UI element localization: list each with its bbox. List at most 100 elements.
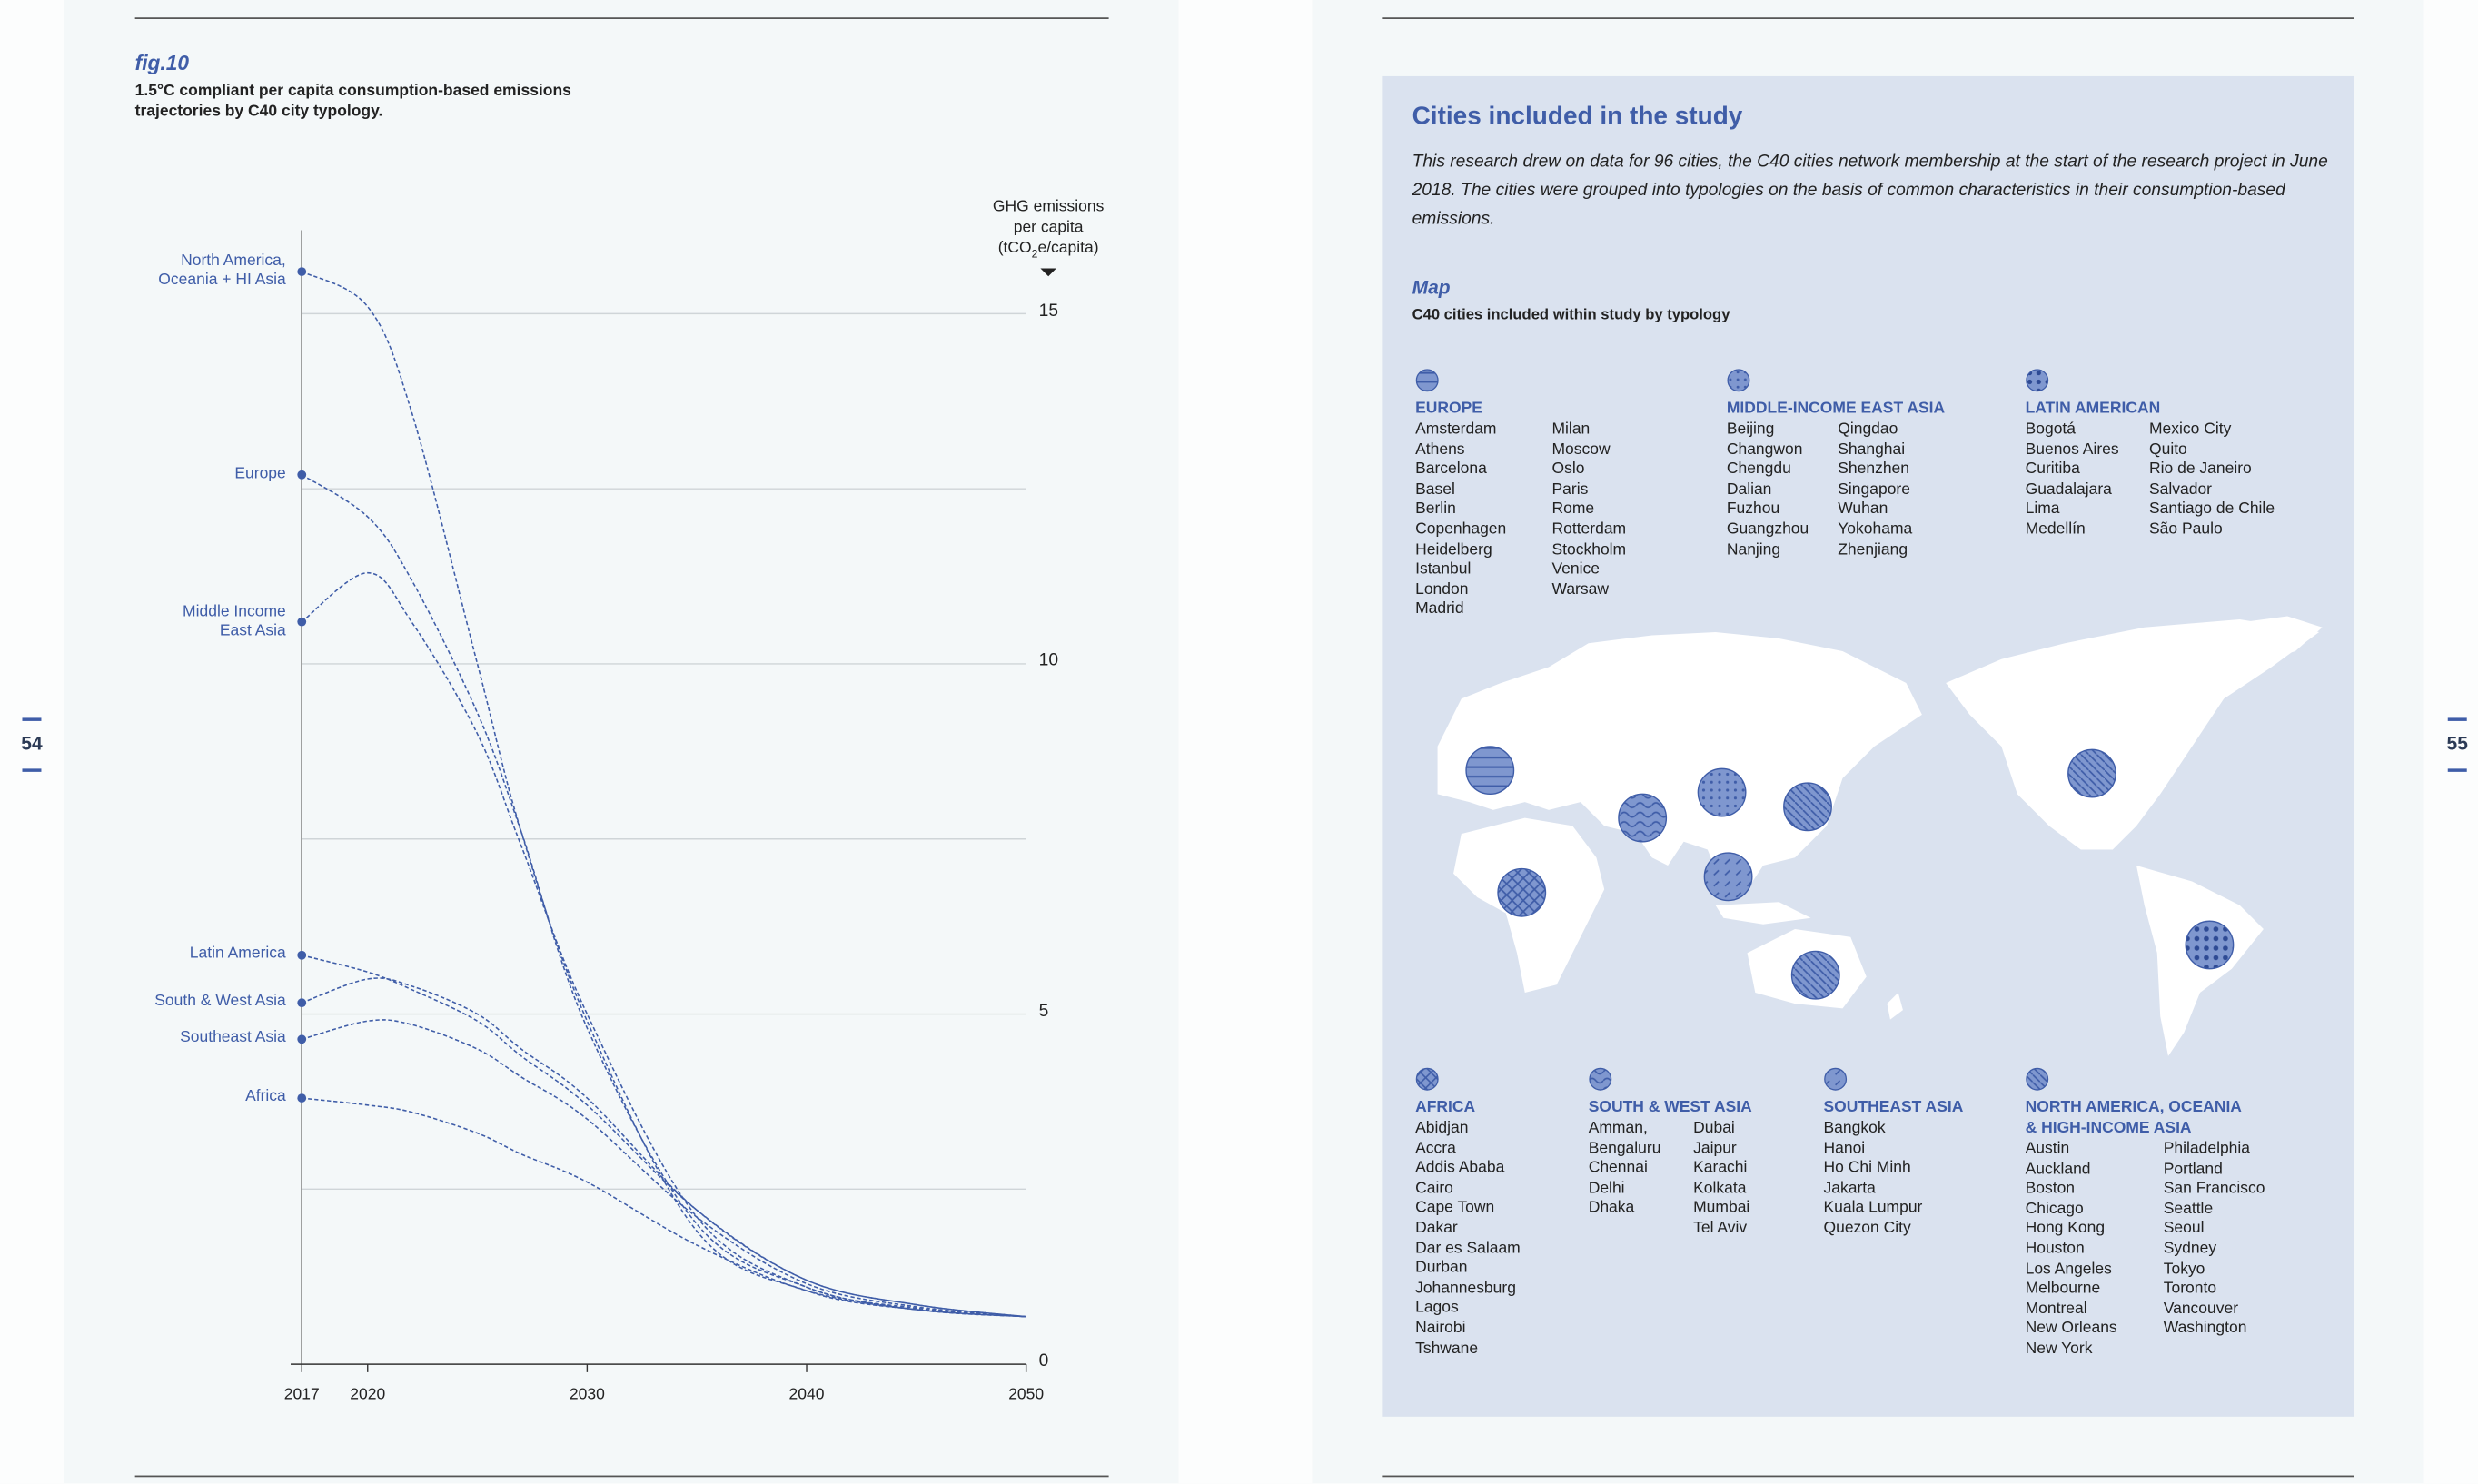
city-name: Berlin [1415,500,1456,519]
city-name: Lagos [1415,1300,1459,1318]
typology-group: NORTH AMERICA, OCEANIA & HIGH-INCOME ASI… [2026,1067,2265,1360]
series-start-point [297,470,307,480]
city-name: Bengaluru [1588,1139,1661,1158]
city-column: Abidjan Accra Addis Ababa Cairo Cape Town Dak… [1415,1120,1521,1360]
diagonal-lines-pattern-icon [2026,1067,2049,1091]
emissions-chart [291,230,1027,1372]
city-name: Kolkata [1693,1179,1747,1198]
typology-group: SOUTHEAST ASIA Bangkok Hanoi Ho Chi Minh Jak… [1824,1067,1963,1240]
city-name: Qingdao [1838,420,1898,439]
city-name: Moscow [1551,440,1611,459]
city-name: Austin [2025,1140,2070,1158]
city-name: Dubai [1693,1119,1735,1138]
series-line [301,271,1026,1318]
panel-description: This research drew on data for 96 cities… [1412,152,2328,229]
series-start-point [297,617,307,627]
city-name: Kuala Lumpur [1823,1199,1923,1218]
city-name: Ho Chi Minh [1823,1159,1911,1178]
city-name: Washington [2163,1320,2247,1339]
city-name: Zhenjiang [1838,540,1908,559]
city-name: Auckland [2025,1160,2091,1178]
city-name: Buenos Aires [2025,440,2119,459]
city-name: Melbourne [2025,1280,2101,1298]
city-name: Athens [1415,440,1465,459]
city-name: Guangzhou [1726,520,1809,539]
typology-heading: EUROPE [1415,400,1482,418]
city-name: Houston [2025,1240,2085,1258]
series-start-point [297,1093,307,1103]
city-name: Copenhagen [1415,520,1507,539]
typology-group: LATIN AMERICAN Bogotá Buenos Aires Curitiba… [2026,369,2275,541]
city-column: Amman, Bengaluru Chennai Delhi Dhaka [1589,1120,1693,1240]
city-name: Jakarta [1823,1179,1876,1198]
x-tick-label: 2017 [283,1386,320,1404]
city-column: Mexico City Quito Rio de Janeiro Salvador Sa… [2149,420,2275,540]
y-tick-label: 10 [1038,650,1059,670]
page-number-dash [2447,768,2467,772]
unit-text: (tCO [997,240,1032,258]
city-name: Durban [1415,1259,1468,1278]
city-name: Rome [1551,500,1595,519]
city-name: Rotterdam [1551,520,1627,539]
city-name: Madrid [1415,600,1464,618]
y-axis-label-line: GHG emissions [992,198,1105,216]
series-line [302,1019,1026,1318]
city-name: Istanbul [1415,560,1472,579]
city-name: Vancouver [2163,1300,2239,1318]
city-name: Tel Aviv [1693,1219,1748,1238]
city-name: Heidelberg [1415,540,1492,559]
typology-group: EUROPE Amsterdam Athens Barcelona Basel Berli… [1415,369,1626,621]
city-name: Tokyo [2163,1260,2205,1278]
city-name: São Paulo [2148,520,2223,539]
y-axis-label-line: per capita [1013,219,1084,237]
city-column: Bangkok Hanoi Ho Chi Minh Jakarta Kuala Lump… [1824,1120,1923,1240]
map-subtitle: C40 cities included within study by typo… [1412,306,1730,324]
city-name: London [1415,580,1469,599]
map-label: Map [1412,276,1451,299]
city-name: Quito [2148,440,2187,459]
top-rule [1382,17,2354,19]
city-name: Bogotá [2025,420,2077,439]
dashed-diagonal-city-marker [1703,852,1753,902]
diagonal-lines-city-marker [2067,748,2116,798]
page-number: 55 [2446,732,2468,755]
waves-pattern-icon [1589,1067,1612,1091]
unit-text: e/capita) [1037,240,1099,258]
city-name: Chicago [2025,1200,2084,1218]
left-page [63,0,1179,1484]
series-start-point [297,998,307,1008]
typology-markers [1465,746,2235,1000]
city-name: Los Angeles [2025,1260,2112,1278]
x-tick-label: 2050 [1008,1386,1045,1404]
city-name: Dalian [1726,480,1772,499]
city-name: Accra [1415,1139,1456,1158]
nz-landmass [1887,992,1903,1020]
city-name: Barcelona [1415,460,1487,479]
typology-group: AFRICA Abidjan Accra Addis Ababa Cairo Cape T… [1415,1067,1521,1360]
city-name: Singapore [1838,480,1910,499]
city-column: Amsterdam Athens Barcelona Basel Berlin Copen… [1415,420,1551,620]
world-map [1437,616,2323,1056]
down-arrow-icon [1040,268,1056,277]
panel-title: Cities included in the study [1412,103,1743,131]
city-name: Seoul [2163,1220,2205,1238]
city-column: Philadelphia Portland San Francisco Seattle… [2164,1141,2265,1360]
city-name: Abidjan [1415,1119,1469,1138]
city-name: San Francisco [2163,1180,2265,1198]
city-name: Sydney [2163,1240,2217,1258]
page-number-dash [2447,717,2467,721]
city-name: Bangkok [1823,1119,1886,1138]
city-name: Chengdu [1726,460,1791,479]
city-name: Portland [2163,1160,2223,1178]
city-name: Addis Ababa [1415,1159,1505,1178]
series-label: Europe [234,465,286,483]
y-tick-label: 15 [1038,301,1059,321]
city-name: Hong Kong [2025,1220,2106,1238]
city-name: Tshwane [1415,1340,1479,1358]
greenland-landmass [2239,616,2323,664]
city-name: Wuhan [1838,500,1888,519]
city-column: Milan Moscow Oslo Paris Rome Rotterdam Stockho… [1551,420,1626,620]
city-name: Dar es Salaam [1415,1239,1521,1258]
city-name: Shanghai [1838,440,1906,459]
series-label: South & West Asia [154,993,286,1011]
